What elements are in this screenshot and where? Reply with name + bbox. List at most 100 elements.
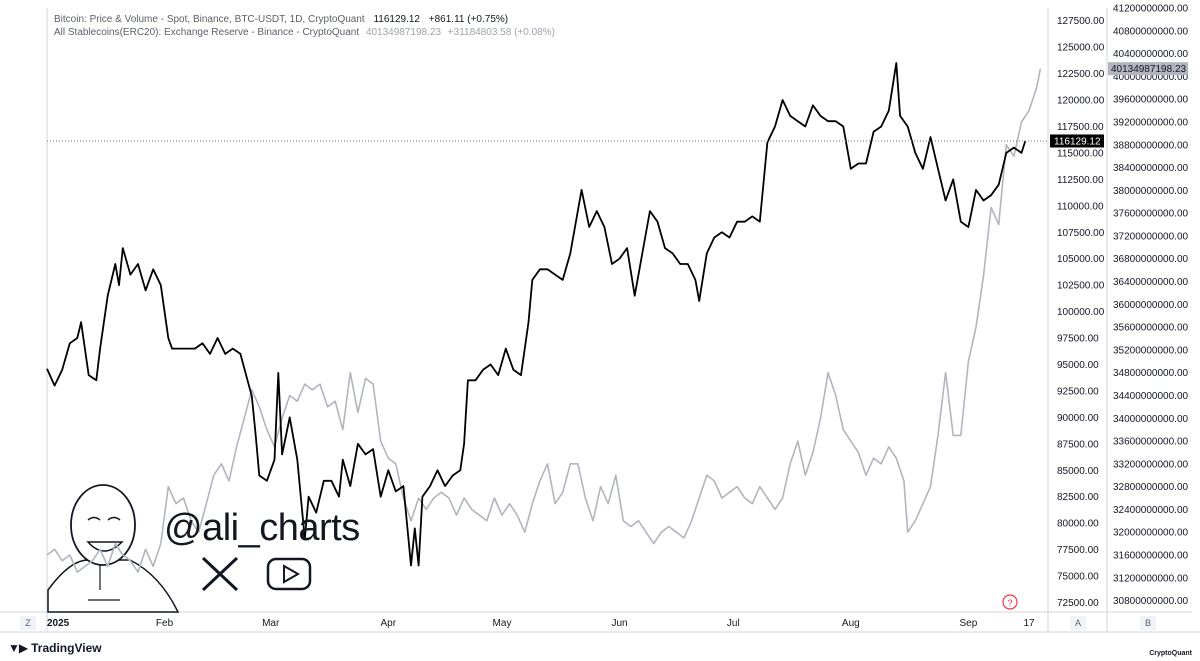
x-logo-icon [201,556,239,592]
btc-legend[interactable]: Bitcoin: Price & Volume - Spot, Binance,… [54,13,508,26]
x-logo-stroke [201,556,239,592]
reserve-tick-label: 39200000000.00 [1113,117,1189,128]
reserve-tick-label: 36800000000.00 [1113,254,1189,265]
price-tick-label: 100000.00 [1057,307,1105,318]
reserve-tick-label: 31600000000.00 [1113,551,1189,562]
reserve-tick-label: 36400000000.00 [1113,277,1189,288]
reserve-tick-label: 38000000000.00 [1113,186,1189,197]
youtube-play [283,564,301,584]
reserve-legend[interactable]: All Stablecoins(ERC20): Exchange Reserve… [54,26,555,39]
price-tick-label: 87500.00 [1057,439,1099,450]
time-tick-label: Aug [842,618,860,629]
reserve-legend-value: 40134987198.23 [365,27,442,38]
reserve-legend-title: All Stablecoins(ERC20): Exchange Reserve… [54,27,360,38]
tradingview-label: TradingView [31,641,102,655]
avatar [47,484,180,613]
help-circle [1002,594,1018,610]
reserve-tick-label: 40000000000.00 [1113,72,1189,83]
reserve-tick-label: 41200000000.00 [1113,4,1189,15]
reserve-tick-label: 34800000000.00 [1113,368,1189,379]
price-tick-label: 92500.00 [1057,386,1099,397]
price-tick-label: 107500.00 [1057,228,1105,239]
time-tick-label: Feb [156,618,174,629]
avatar-head [70,484,136,566]
time-tick-label: Sep [959,618,977,629]
reserve-tick-label: 33600000000.00 [1113,437,1189,448]
reserve-tick-label: 37600000000.00 [1113,209,1189,220]
price-tick-label: 90000.00 [1057,413,1099,424]
reserve-tick-label: 32400000000.00 [1113,505,1189,516]
corner-mid[interactable]: A [1070,616,1086,630]
reserve-tick-label: 39600000000.00 [1113,95,1189,106]
btc-price-label: 116129.12 [1050,134,1104,148]
price-tick-label: 77500.00 [1057,545,1099,556]
reserve-axis[interactable]: 30800000000.00 31200000000.00 31600000000.… [1108,4,1189,608]
cryptoquant-brand: CryptoQuant [1149,650,1192,657]
youtube-icon [266,557,312,591]
price-axis[interactable]: 72500.00 75000.00 77500.00 80000.00 82500.00… [1050,16,1105,609]
btc-legend-value: 116129.12 [373,14,420,25]
reserve-tick-label: 30800000000.00 [1113,596,1189,607]
corner-left[interactable]: Z [20,616,36,630]
price-tick-label: 105000.00 [1057,254,1105,265]
reserve-tick-label: 32800000000.00 [1113,482,1189,493]
reserve-tick-label: 31200000000.00 [1113,573,1189,584]
price-tick-label: 122500.00 [1057,69,1105,80]
time-tick-label: Jul [727,618,740,629]
series-lines [46,62,1048,573]
price-tick-label: 72500.00 [1057,598,1099,609]
price-tick-label: 102500.00 [1057,281,1105,292]
btc-series-line [46,62,1027,567]
price-tick-label: 117500.00 [1057,122,1104,133]
time-tick-label: Jun [611,618,627,629]
btc-legend-title: Bitcoin: Price & Volume - Spot, Binance,… [54,14,365,25]
time-tick-label: Mar [262,618,280,629]
time-tick-label: May [493,618,512,629]
reserve-tick-label: 38800000000.00 [1113,140,1189,151]
author-watermark: ? [47,484,1018,613]
time-tick-label: Apr [380,618,396,629]
price-tick-label: 95000.00 [1057,360,1099,371]
btc-price-label-text: 116129.12 [1054,136,1101,147]
price-tick-label: 127500.00 [1057,16,1105,27]
reserve-series-line [46,68,1042,573]
price-tick-label: 75000.00 [1057,572,1099,583]
btc-price-label-bg [1050,134,1104,148]
tradingview-logo-icon: ▼▶ [8,641,28,655]
watermark-handle: @ali_charts [164,507,360,549]
price-tick-label: 82500.00 [1057,492,1099,503]
price-tick-label: 112500.00 [1057,175,1104,186]
reserve-tick-label: 36000000000.00 [1113,300,1189,311]
time-tick-label: 2025 [47,618,70,629]
price-tick-label: 97500.00 [1057,334,1099,345]
reserve-legend-change: +31184803.58 (+0.08%) [447,27,555,38]
corner-right[interactable]: B [1140,616,1156,630]
time-axis[interactable]: 2025 Feb Mar Apr May Jun Jul Aug Sep 17 [47,618,1035,629]
reserve-tick-label: 35600000000.00 [1113,323,1189,334]
reserve-tick-label: 33200000000.00 [1113,459,1189,470]
reserve-tick-label: 38400000000.00 [1113,163,1189,174]
price-tick-label: 115000.00 [1057,148,1104,159]
avatar-eyes [87,516,121,521]
tradingview-brand[interactable]: ▼▶ TradingView [8,641,102,655]
reserve-value-label-bg [1108,62,1188,76]
price-tick-label: 80000.00 [1057,519,1099,530]
reserve-tick-label: 35200000000.00 [1113,345,1189,356]
reserve-tick-label: 34000000000.00 [1113,414,1189,425]
reserve-tick-label: 34400000000.00 [1113,391,1189,402]
reserve-tick-label: 40400000000.00 [1113,49,1189,60]
reserve-value-label: 40134987198.23 [1108,62,1188,76]
price-tick-label: 110000.00 [1057,201,1104,212]
reserve-value-label-text: 40134987198.23 [1111,64,1187,75]
price-tick-label: 85000.00 [1057,466,1099,477]
avatar-smile [86,541,124,552]
btc-legend-change: +861.11 (+0.75%) [428,14,509,25]
price-tick-label: 120000.00 [1057,96,1105,107]
avatar-collar [88,565,120,601]
price-tick-label: 125000.00 [1057,43,1105,54]
reserve-tick-label: 37200000000.00 [1113,231,1189,242]
reserve-tick-label: 32000000000.00 [1113,528,1189,539]
